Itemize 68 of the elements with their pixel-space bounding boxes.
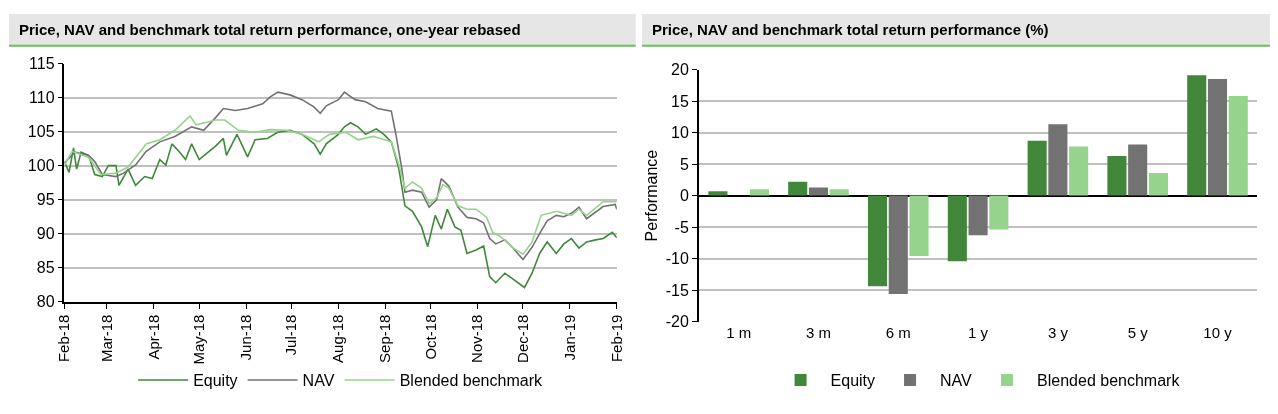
y-tick-label: 20 [671, 61, 689, 79]
y-tick-label: 110 [29, 89, 55, 107]
x-tick-label: Aug-18 [329, 314, 347, 363]
x-tick-label: 10 y [1203, 323, 1233, 341]
y-tick-label: -10 [665, 250, 689, 268]
x-tick-label: May-18 [190, 314, 208, 365]
chart-title: Price, NAV and benchmark total return performance (%) [652, 21, 1049, 38]
x-tick-label: 1 y [968, 323, 989, 341]
bar [1107, 155, 1127, 196]
legend-label: Equity [193, 372, 238, 390]
x-tick-label: Feb-18 [55, 314, 73, 363]
y-tick-label: 105 [27, 123, 55, 141]
y-tick-label: 5 [679, 155, 689, 173]
x-tick-label: 5 y [1127, 323, 1149, 341]
bar [947, 195, 967, 262]
x-tick-label: Oct-18 [421, 314, 439, 360]
chart-title: Price, NAV and benchmark total return performance, one-year rebased [19, 21, 521, 38]
bar [1027, 140, 1047, 196]
y-tick-label: -15 [665, 281, 689, 299]
x-tick-label: Jul-18 [282, 314, 300, 356]
y-axis-title: Performance [643, 149, 661, 242]
bar [1207, 78, 1228, 196]
x-tick-label: 3 m [805, 323, 831, 341]
legend-label: Equity [830, 372, 876, 390]
line-series [64, 121, 617, 289]
bar [989, 195, 1009, 230]
legend-label: Blended benchmark [1037, 372, 1181, 390]
y-tick-label: 80 [36, 293, 55, 311]
x-tick-label: Feb-19 [607, 314, 625, 363]
y-tick-label: -5 [674, 218, 689, 236]
bar [1148, 172, 1168, 196]
x-tick-label: Jan-19 [560, 314, 578, 361]
bar [909, 195, 929, 257]
y-tick-label: -20 [665, 313, 689, 331]
y-tick-label: 90 [36, 225, 55, 243]
x-tick-label: Nov-18 [468, 314, 486, 363]
bar [808, 187, 829, 196]
x-tick-label: Mar-18 [97, 314, 115, 363]
bar [1128, 144, 1148, 196]
bar [1069, 146, 1089, 196]
y-tick-label: 115 [29, 55, 55, 73]
y-tick-label: 0 [679, 187, 689, 205]
bar [1187, 75, 1207, 196]
bar [888, 195, 908, 294]
bar [1228, 96, 1248, 196]
bar [867, 195, 888, 287]
bar [829, 189, 849, 196]
x-tick-label: 3 y [1047, 323, 1069, 341]
y-tick-label: 100 [27, 157, 55, 175]
x-tick-label: 1 m [726, 323, 752, 341]
y-tick-label: 10 [671, 124, 689, 142]
bar [749, 189, 769, 196]
legend-label: NAV [940, 372, 973, 390]
x-tick-label: 6 m [885, 323, 911, 341]
legend-label: NAV [302, 372, 335, 390]
legend-label: Blended benchmark [399, 372, 543, 390]
bar [1048, 124, 1068, 196]
x-tick-label: Dec-18 [513, 314, 531, 363]
x-tick-label: Sep-18 [376, 314, 394, 363]
line-series [64, 115, 617, 255]
bar [708, 191, 728, 196]
x-tick-label: Apr-18 [144, 314, 162, 360]
y-tick-label: 85 [36, 259, 55, 277]
y-tick-label: 95 [36, 191, 55, 209]
bar [968, 195, 988, 236]
bar [788, 181, 808, 196]
y-tick-label: 15 [671, 92, 689, 110]
x-tick-label: Jun-18 [236, 314, 254, 361]
